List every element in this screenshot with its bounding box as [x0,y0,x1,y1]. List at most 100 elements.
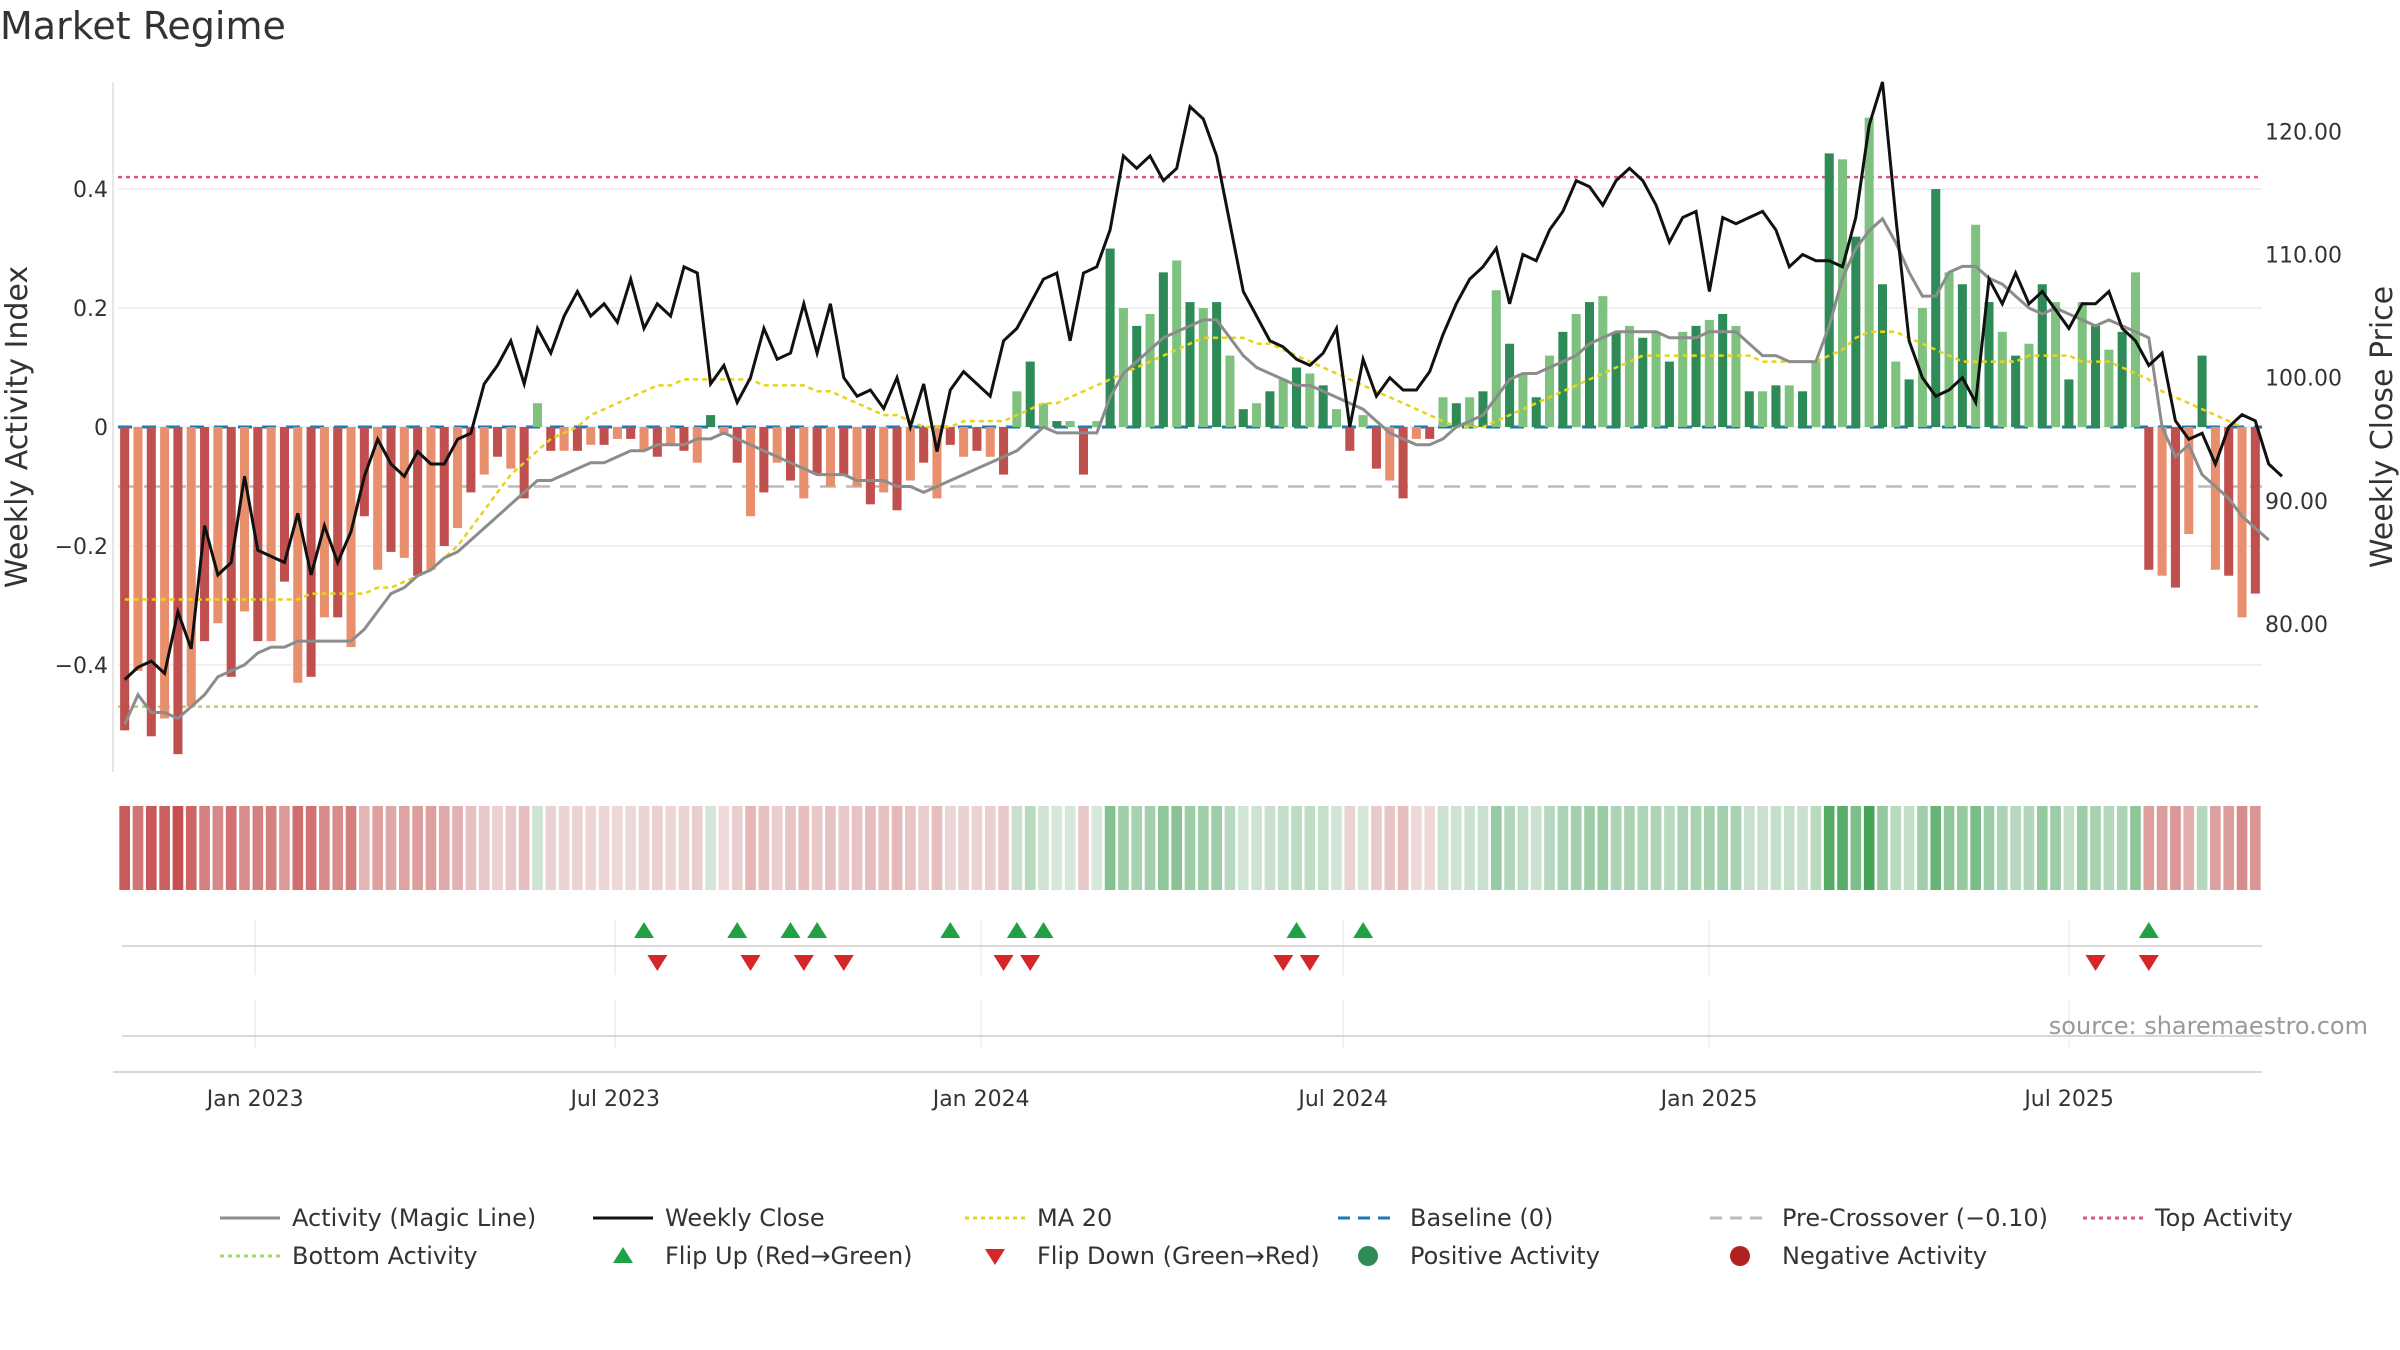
heat-cell [1650,806,1662,890]
flip-up-marker [1286,922,1307,938]
reference-lines [118,175,2262,708]
heat-cell [1291,806,1302,890]
legend-label: Pre-Crossover (−0.10) [1782,1204,2048,1232]
flip-down-marker [2138,955,2159,971]
activity-bar [2011,355,2021,427]
heat-cell [825,806,836,890]
heat-cell [811,806,823,890]
heat-cell [1064,806,1076,890]
activity-bar [1904,379,1914,427]
legend-item: Flip Up (Red→Green) [613,1242,913,1270]
heat-cell [1317,806,1329,890]
heat-cell [2196,806,2208,890]
activity-bar [1664,361,1674,427]
heat-cell [665,806,676,890]
activity-bar [1292,367,1302,427]
activity-bar [1185,302,1195,427]
activity-bar [2237,427,2247,618]
activity-bar [1425,427,1435,439]
heat-cell [625,806,637,890]
heat-cell [745,806,756,890]
x-tick-label: Jan 2024 [931,1087,1030,1112]
activity-bar [825,427,835,487]
activity-bar [972,427,982,451]
activity-bar [1704,319,1714,427]
legend-item: Negative Activity [1730,1242,1987,1270]
heat-cell [878,806,890,890]
series-lines [123,81,2284,726]
activity-bar [1624,325,1634,427]
activity-bar [1331,409,1342,427]
activity-bar [1784,385,1794,427]
heat-cell [1983,806,1995,890]
activity-bar [1478,391,1488,427]
flip-down-marker [647,955,668,971]
magic-line [123,216,2270,726]
heat-cell [1544,806,1555,890]
heat-cell [1863,806,1875,890]
heat-cell [1237,806,1249,890]
activity-bar [1132,325,1142,427]
activity-bar [572,427,582,451]
activity-bar [1771,385,1781,427]
heat-cell [2156,806,2168,890]
x-tick-label: Jul 2025 [2022,1087,2114,1112]
heat-cell [1451,806,1462,890]
right-tick-label: 110.00 [2265,244,2342,269]
flip-up-marker [940,922,961,938]
heat-cell [518,806,530,890]
heat-cell [2143,806,2155,890]
heat-cell [1823,806,1835,890]
heat-cell [1517,806,1529,890]
legend-item: Bottom Activity [220,1242,477,1270]
activity-bar [959,427,969,457]
legend-item: Baseline (0) [1338,1204,1553,1232]
heat-cell [1770,806,1782,890]
activity-bar [919,427,929,463]
heat-cell [1424,806,1436,890]
activity-bar [373,427,383,570]
heat-cell [1743,806,1755,890]
right-tick-label: 100.00 [2265,367,2342,392]
activity-bar [1545,355,1555,427]
heat-cell [1464,806,1475,890]
activity-bar [1305,373,1315,427]
date-axis: Jan 2023 Jul 2023 Jan 2024 Jul 2024 Jan 2025… [113,1000,2262,1112]
flip-up-marker [1006,922,1027,938]
activity-bar [479,427,489,475]
heat-cell [1877,806,1888,890]
heat-cell [305,806,317,890]
activity-bar [999,427,1009,475]
heat-cell [199,806,210,890]
source-label: source: sharemaestro.com [2049,1012,2368,1040]
activity-bar [359,427,369,517]
heat-cell [2036,806,2048,890]
activity-bar [612,427,622,439]
legend-label: Negative Activity [1782,1242,1987,1270]
heat-cell [1024,806,1036,890]
activity-bar [746,427,756,517]
heat-cell [638,806,650,890]
heat-cell [891,806,903,890]
activity-bar [1877,284,1887,427]
heat-cell [385,806,397,890]
legend-swatch [985,1249,1005,1265]
activity-bar [1172,260,1182,427]
heat-cell [1570,806,1582,890]
legend-label: Flip Up (Red→Green) [665,1242,913,1270]
activity-bar [532,403,543,427]
heat-cell [585,806,597,890]
activity-bar [2104,349,2114,427]
activity-bar [133,427,143,671]
heat-cell [1850,806,1862,890]
activity-bar [1571,313,1581,427]
heat-cell [1783,806,1795,890]
page-title: Market Regime [0,4,286,48]
flip-down-marker [793,955,814,971]
activity-bar [439,427,449,546]
heat-cell [225,806,237,890]
legend-label: Flip Down (Green→Red) [1037,1242,1320,1270]
heat-cell [119,806,130,890]
left-tick-label: −0.2 [55,535,108,560]
activity-bar [1265,391,1275,427]
